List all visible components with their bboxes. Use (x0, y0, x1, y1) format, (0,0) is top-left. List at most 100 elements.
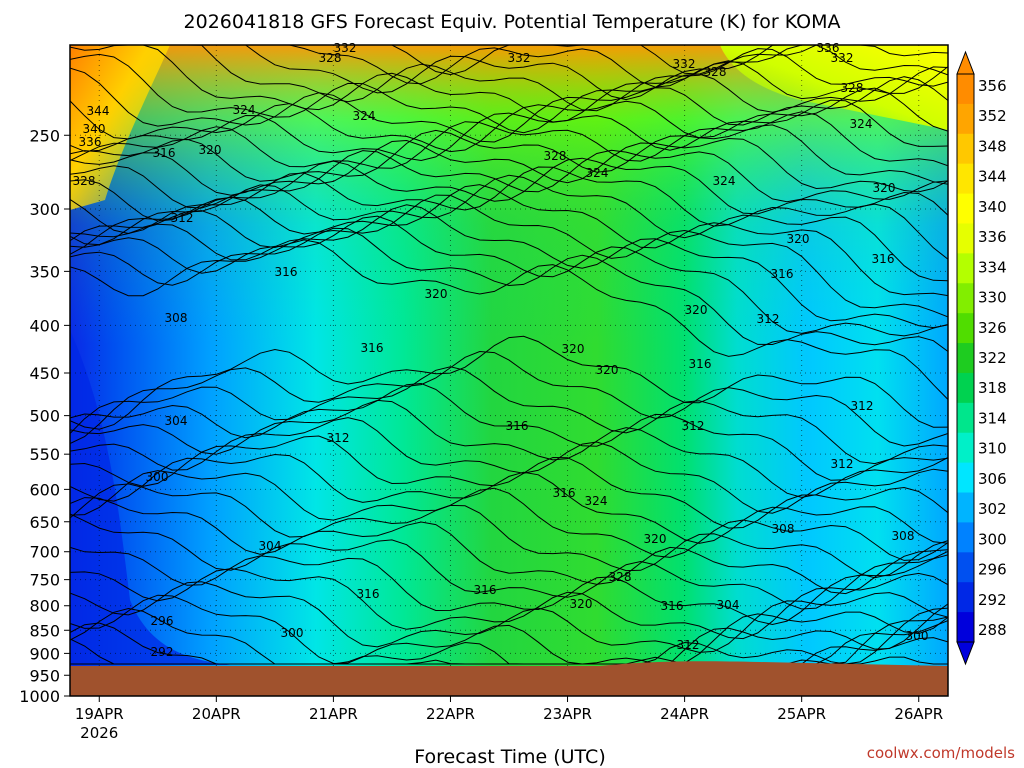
upper-right-warm-region (720, 45, 948, 130)
contour-label: 320 (562, 342, 585, 356)
contour-label: 320 (570, 597, 593, 611)
y-tick-label: 350 (29, 262, 60, 281)
contour-label: 324 (233, 103, 256, 117)
colorbar-swatch (957, 193, 974, 224)
contour-line (70, 174, 948, 282)
contour-label: 316 (357, 587, 380, 601)
credit-text: coolwx.com/models (867, 744, 1015, 762)
contour-line (70, 157, 948, 222)
contour-label: 292 (151, 645, 174, 659)
contour-line (70, 137, 948, 196)
contour-label: 336 (79, 135, 102, 149)
y-tick-label: 300 (29, 200, 60, 219)
colorbar-swatch (957, 552, 974, 583)
contour-label: 312 (831, 457, 854, 471)
y-tick-label: 400 (29, 316, 60, 335)
colorbar-swatch (957, 283, 974, 314)
contour-label: 308 (772, 522, 795, 536)
y-tick-label: 250 (29, 126, 60, 145)
contour-label: 344 (87, 104, 110, 118)
contour-label: 312 (327, 431, 350, 445)
colorbar-label: 288 (978, 621, 1007, 639)
upper-left-warm-region (70, 45, 170, 210)
colorbar-label: 352 (978, 107, 1007, 125)
colorbar-swatch (957, 343, 974, 374)
colorbar-swatch (957, 612, 974, 643)
contour-label: 328 (841, 81, 864, 95)
contour-label: 308 (165, 311, 188, 325)
contour-label: 300 (281, 626, 304, 640)
colorbar-label: 296 (978, 561, 1007, 579)
x-tick-label: 23APR (543, 705, 592, 723)
contour-line (70, 335, 948, 430)
colorbar-swatch (957, 103, 974, 135)
colorbar-swatch (957, 313, 974, 344)
contour-label: 304 (165, 414, 188, 428)
y-tick-label: 450 (29, 364, 60, 383)
contour-label: 304 (717, 598, 740, 612)
y-tick-label: 900 (29, 644, 60, 663)
contour-label: 324 (713, 174, 736, 188)
contour-label: 316 (275, 265, 298, 279)
contour-line (70, 382, 948, 481)
contour-line (70, 594, 948, 665)
contour-label: 316 (689, 357, 712, 371)
contour-label: 320 (787, 232, 810, 246)
colorbar-label: 334 (978, 258, 1007, 276)
gridlines (70, 45, 948, 696)
contour-line (70, 53, 948, 134)
contour-label: 340 (83, 122, 106, 136)
contour-label: 316 (506, 419, 529, 433)
contour-label: 296 (151, 614, 174, 628)
colorbar-label: 356 (978, 77, 1007, 95)
colorbar-label: 340 (978, 198, 1007, 216)
contour-line (70, 453, 948, 544)
colorbar-label: 318 (978, 379, 1007, 397)
colorbar-top-arrow (956, 50, 975, 75)
colorbar-label: 348 (978, 137, 1007, 155)
terrain (70, 661, 948, 696)
contour-label: 316 (361, 341, 384, 355)
x-tick-label: 21APR (309, 705, 358, 723)
contour-line (70, 45, 948, 76)
contour-label: 328 (704, 65, 727, 79)
x-tick-label: 25APR (777, 705, 826, 723)
colorbar-swatch (957, 492, 974, 523)
lower-left-cold-region (70, 330, 230, 665)
contour-label: 308 (892, 529, 915, 543)
contour-line (70, 45, 948, 112)
y-tick-label: 700 (29, 543, 60, 562)
contour-label: 336 (817, 41, 840, 55)
contour-label: 320 (873, 181, 896, 195)
contour-label: 320 (685, 303, 708, 317)
contour-line (70, 227, 948, 352)
colorbar-label: 326 (978, 319, 1007, 337)
contour-line (70, 483, 948, 579)
plot-frame (69, 44, 949, 697)
y-tick-label: 850 (29, 621, 60, 640)
contour-line (70, 99, 948, 162)
contour-label: 312 (757, 312, 780, 326)
contour-label: 328 (73, 174, 96, 188)
contour-label: 332 (334, 41, 357, 55)
colorbar-bottom-arrow (956, 641, 975, 666)
colorbar-label: 310 (978, 440, 1007, 458)
colorbar-label: 300 (978, 530, 1007, 548)
colorbar-label: 330 (978, 289, 1007, 307)
colorbar-swatch (957, 372, 974, 404)
contour-label: 328 (609, 570, 632, 584)
contour-line (70, 546, 948, 626)
contour-line (70, 111, 948, 169)
contour-label: 320 (596, 363, 619, 377)
colorbar-swatch (957, 402, 974, 434)
colorbar-swatch (957, 522, 974, 553)
x-axis-label: Forecast Time (UTC) (414, 746, 605, 768)
y-tick-label: 1000 (19, 687, 60, 706)
colorbar-swatch (957, 74, 974, 105)
colorbar-label: 344 (978, 168, 1007, 186)
contour-label: 316 (771, 267, 794, 281)
colorbar-label: 314 (978, 409, 1007, 427)
contour-label: 328 (319, 51, 342, 65)
colorbar-swatch (957, 582, 974, 613)
